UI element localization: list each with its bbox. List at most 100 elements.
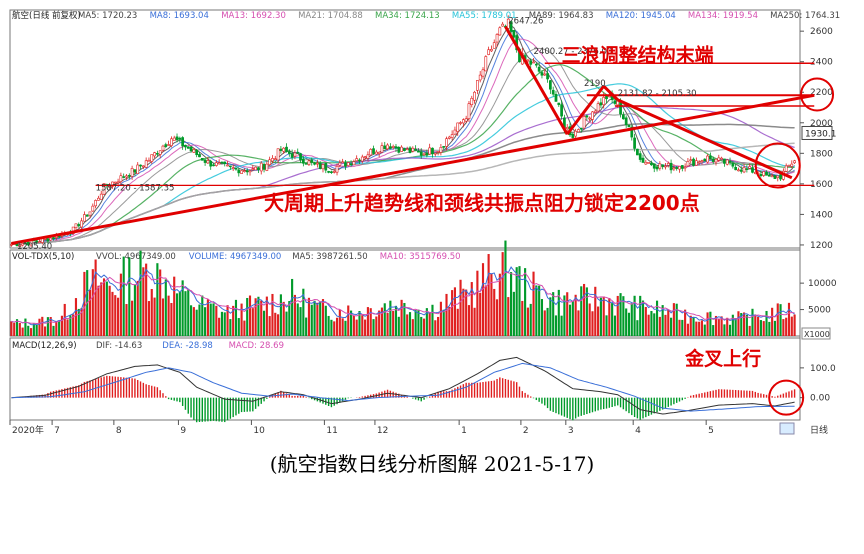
volume-bar (428, 312, 431, 336)
candle-body (450, 134, 454, 138)
candle-body (551, 89, 555, 95)
candle-body (706, 155, 709, 163)
volume-bar (55, 321, 58, 336)
candle-body (680, 165, 684, 169)
candle-body (579, 127, 583, 130)
candle-body (537, 66, 541, 72)
volume-bar (291, 278, 294, 336)
volume-bar (293, 294, 296, 336)
volume-bar (122, 256, 125, 336)
volume-bar (678, 319, 681, 336)
candle-body (189, 146, 193, 152)
volume-bar (689, 315, 692, 336)
candle-body (737, 169, 740, 172)
candle-body (91, 205, 95, 212)
candle-body (546, 73, 549, 80)
candle-body (52, 237, 55, 239)
volume-bar (560, 315, 563, 336)
candle-body (403, 148, 406, 151)
candle-body (198, 154, 201, 158)
volume-bar (667, 309, 670, 336)
volume-bar (771, 307, 774, 336)
volume-bar (686, 323, 689, 336)
candle-body (498, 27, 502, 36)
volume-header-value: VOLUME: 4967349.00 (189, 252, 282, 262)
chart-svg: 1200 1400 1600 1800 2000 2200 2400 2600 2647.26 2… (9, 9, 840, 436)
candle-body (765, 171, 768, 176)
candle-body (116, 181, 120, 184)
candle-body (683, 166, 687, 169)
candle-body (97, 197, 100, 201)
volume-bar (574, 294, 577, 336)
volume-bar (731, 314, 734, 336)
candle-body (287, 151, 291, 154)
volume-bar (611, 303, 614, 336)
candle-body (324, 163, 328, 171)
volume-bar (504, 240, 507, 336)
volume-bar (684, 309, 687, 336)
volume-bar (591, 311, 594, 336)
volume-bar (72, 314, 75, 336)
volume-bar (38, 318, 41, 336)
candle-body (512, 29, 516, 38)
x-axis-label: 2020年 (12, 424, 44, 436)
candle-body (186, 146, 190, 149)
volume-bar (602, 296, 605, 336)
candle-body (181, 137, 185, 147)
candle-body (439, 147, 443, 153)
volume-bar (94, 259, 97, 336)
volume-bar (88, 289, 92, 336)
candle-body (767, 174, 771, 177)
volume-bar (462, 288, 465, 336)
volume-bar (195, 309, 198, 336)
candle-body (310, 159, 314, 163)
candle-body (717, 157, 721, 161)
candle-body (526, 59, 530, 62)
volume-bar (114, 295, 117, 336)
candle-body (212, 164, 215, 167)
volume-bar (170, 303, 173, 336)
volume-bar (459, 279, 462, 336)
volume-bar (302, 288, 305, 336)
candle-body (49, 237, 53, 241)
volume-bar (754, 314, 757, 336)
candle-body (408, 147, 412, 153)
trend-line (566, 85, 605, 136)
volume-bar (268, 316, 271, 336)
candle-body (652, 163, 656, 169)
x-axis-label: 3 (568, 426, 574, 436)
candle-body (133, 169, 137, 173)
volume-bar (215, 305, 218, 336)
candle-body (599, 102, 603, 106)
volume-bar (251, 308, 254, 336)
volume-bar (29, 328, 33, 336)
candle-body (273, 158, 277, 161)
candle-body (226, 164, 229, 167)
candle-body (341, 161, 345, 164)
volume-bar (223, 312, 226, 336)
candle-body (411, 147, 415, 152)
volume-bar (254, 298, 257, 336)
volume-bar (66, 319, 69, 336)
candle-body (83, 214, 86, 222)
price-tick-label: 2400 (810, 58, 833, 68)
volume-bar (52, 325, 55, 336)
candle-body (709, 155, 712, 160)
candle-body (419, 151, 423, 156)
volume-bar (442, 309, 445, 336)
volume-bar (757, 316, 760, 336)
volume-bar (470, 282, 473, 336)
candle-body (694, 160, 698, 166)
price-tick-label: 1200 (810, 241, 833, 251)
volume-bar (580, 286, 583, 336)
volume-header-value: VVOL: 4967349.00 (96, 252, 176, 262)
volume-bar (184, 291, 187, 336)
volume-bar (369, 308, 372, 336)
volume-bar (378, 310, 381, 336)
volume-bar (706, 312, 709, 336)
volume-bar (386, 312, 389, 336)
volume-bar (585, 287, 588, 336)
volume-bar (411, 319, 414, 336)
candle-body (386, 144, 389, 150)
volume-bar (350, 310, 353, 336)
